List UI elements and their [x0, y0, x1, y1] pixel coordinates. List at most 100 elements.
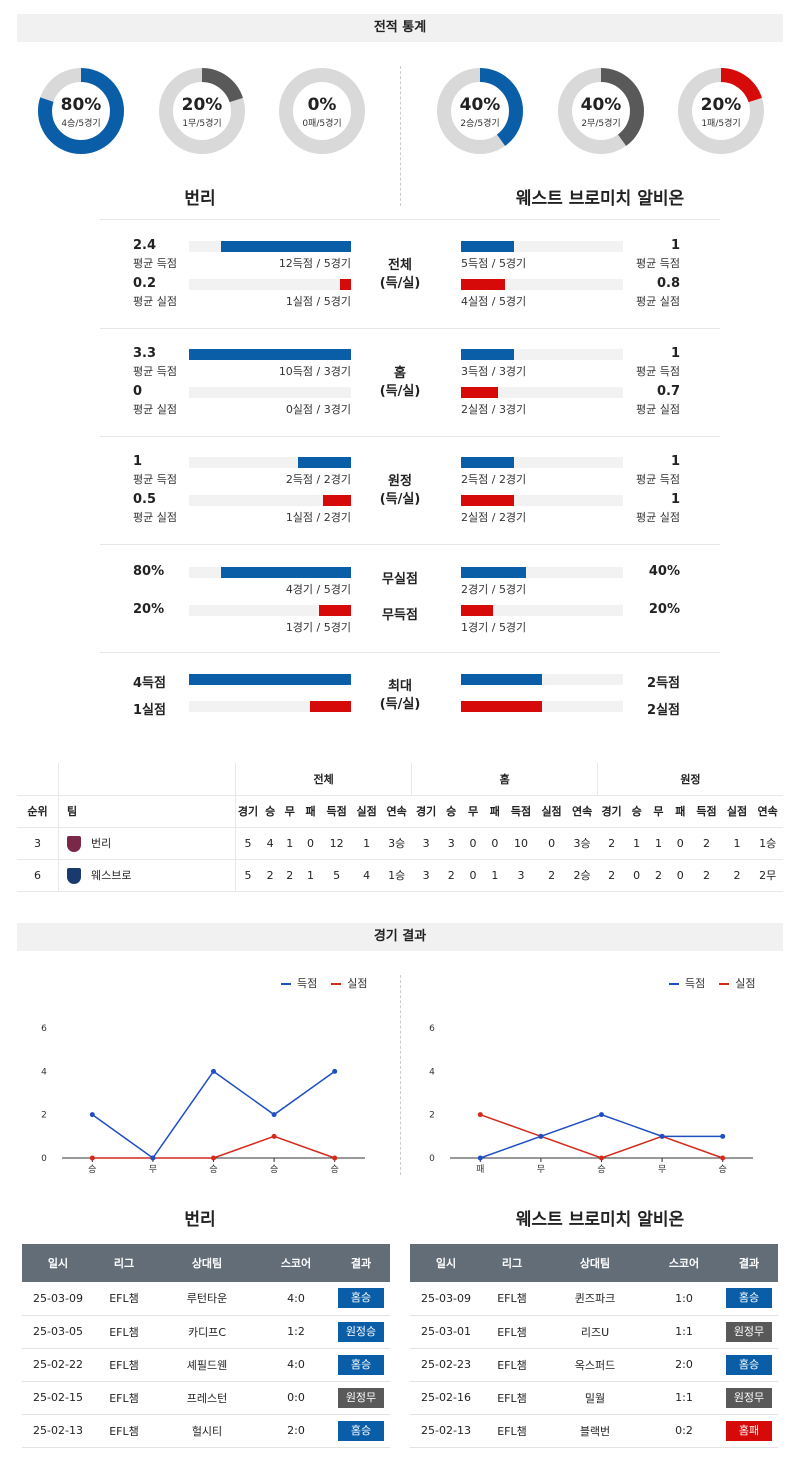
donut-chart: 80% 4승/5경기 — [37, 67, 125, 155]
data-point — [89, 1155, 95, 1161]
right-stat-label: 평균 득점 — [636, 257, 680, 270]
result-opp: 카디프C — [154, 1315, 260, 1349]
result-badge: 원정무 — [338, 1387, 384, 1408]
bar-track — [189, 605, 351, 616]
result-league: EFL챔 — [94, 1381, 154, 1415]
donut-fill — [558, 68, 644, 154]
scored-bar — [461, 674, 542, 685]
result-badge: 홈승 — [338, 1420, 384, 1441]
burnley-logo-icon — [66, 835, 81, 852]
conceded-bar — [340, 279, 351, 290]
result-row: 25-02-15 EFL챔 프레스턴 0:0 원정무 — [22, 1381, 390, 1415]
x-tick-label: 승 — [597, 1164, 605, 1175]
right-stat-value: 1 — [670, 454, 680, 469]
legend-conceded-label: 실점 — [347, 977, 368, 990]
team-name[interactable]: 웨스브로 — [90, 868, 132, 882]
standings-row: 6 웨스브로 5 2 2 1 5 4 1승 3 2 0 1 3 2 2승 2 0 2 0 2 2 2무 — [17, 859, 783, 892]
scored-bar — [461, 349, 514, 360]
conceded-bar — [319, 605, 351, 616]
data-point — [332, 1068, 338, 1074]
standings-cell: 1 — [647, 827, 670, 860]
result-score: 1:0 — [648, 1282, 720, 1316]
y-tick-label: 0 — [429, 1154, 435, 1164]
result-badge: 홈승 — [726, 1354, 772, 1375]
standings-col-header: 실점 — [721, 795, 753, 828]
left-stat-caption: 2득점 / 2경기 — [285, 473, 351, 486]
result-opp: 블랙번 — [542, 1414, 648, 1448]
standings-cell: 2 — [691, 827, 722, 860]
conceded-bar — [461, 605, 493, 616]
standings-cell: 1 — [279, 827, 300, 860]
right-clean-caption: 1경기 / 5경기 — [461, 621, 527, 634]
bar-track — [461, 457, 623, 468]
standings-cell: 2 — [440, 859, 463, 892]
result-cell: 원정무 — [720, 1315, 778, 1349]
away-results-team-name: 웨스트 브로미치 알비온 — [515, 1210, 685, 1230]
home-results-team-name: 번리 — [184, 1210, 216, 1230]
data-point — [150, 1155, 156, 1161]
right-stat-label: 평균 실점 — [636, 295, 680, 308]
x-tick-label: 무 — [658, 1164, 666, 1175]
data-point — [538, 1133, 544, 1139]
left-stat-caption: 12득점 / 5경기 — [278, 257, 351, 270]
right-clean-pct: 20% — [648, 602, 680, 617]
result-row: 25-02-22 EFL챔 셰필드웬 4:0 홈승 — [22, 1348, 390, 1382]
results-col-header: 일시 — [22, 1244, 94, 1282]
result-badge: 홈승 — [338, 1354, 384, 1375]
result-date: 25-03-09 — [22, 1282, 94, 1316]
standings-cell: 2 — [597, 827, 626, 860]
left-stat-value: 0.5 — [133, 492, 157, 507]
team-rank: 6 — [17, 859, 59, 892]
standings-cell: 1 — [721, 827, 753, 860]
result-date: 25-03-09 — [410, 1282, 482, 1316]
result-date: 25-02-22 — [22, 1348, 94, 1382]
legend-scored-label: 득점 — [685, 977, 706, 990]
standings-cell: 2 — [536, 859, 567, 892]
right-stat-value: 1 — [670, 346, 680, 361]
left-stat-caption: 0실점 / 3경기 — [285, 403, 351, 416]
donut-percent: 40% — [580, 95, 622, 115]
clean-sheet-label: 무실점 — [382, 572, 418, 587]
data-point — [720, 1133, 726, 1139]
bar-track — [461, 387, 623, 398]
data-point — [477, 1112, 483, 1118]
data-point — [271, 1133, 277, 1139]
result-score: 4:0 — [260, 1348, 332, 1382]
result-badge: 홈패 — [726, 1420, 772, 1441]
right-stat-caption: 5득점 / 5경기 — [461, 257, 527, 270]
standings-cell: 1 — [299, 859, 322, 892]
series-line — [480, 1113, 723, 1159]
team-cell[interactable]: 번리 — [58, 827, 236, 860]
standings-cell: 12 — [321, 827, 352, 860]
standings-col-header: 연속 — [752, 795, 783, 828]
standings-cell: 0 — [462, 859, 484, 892]
result-league: EFL챔 — [94, 1315, 154, 1349]
result-row: 25-02-23 EFL챔 옥스퍼드 2:0 홈승 — [410, 1348, 778, 1382]
x-tick-label: 패 — [476, 1164, 484, 1175]
stat-category: 전체 (득/실) — [379, 258, 421, 291]
result-row: 25-03-09 EFL챔 루턴타운 4:0 홈승 — [22, 1282, 390, 1316]
team-cell[interactable]: 웨스브로 — [58, 859, 236, 892]
result-score: 0:2 — [648, 1414, 720, 1448]
left-stat-caption: 1실점 / 5경기 — [285, 295, 351, 308]
bar-track — [461, 567, 623, 578]
standings-cell: 3승 — [566, 827, 598, 860]
left-clean-caption: 4경기 / 5경기 — [285, 583, 351, 596]
left-stat-caption: 10득점 / 3경기 — [278, 365, 351, 378]
team-rank: 3 — [17, 827, 59, 860]
results-header-row: 일시 리그 상대팀 스코어 결과 — [22, 1244, 390, 1282]
standings-cell: 0 — [299, 827, 322, 860]
data-point — [211, 1155, 216, 1161]
legend-conceded-label: 실점 — [735, 977, 756, 990]
left-stat-label: 평균 실점 — [133, 295, 177, 308]
results-col-header: 스코어 — [260, 1244, 332, 1282]
section-divider — [100, 652, 720, 653]
result-row: 25-03-09 EFL챔 퀸즈파크 1:0 홈승 — [410, 1282, 778, 1316]
conceded-bar — [461, 495, 514, 506]
team-name[interactable]: 번리 — [90, 836, 112, 850]
west-brom-logo-icon — [66, 867, 81, 884]
standings-col-header: 경기 — [411, 795, 441, 828]
donut-chart: 40% 2무/5경기 — [557, 67, 645, 155]
conceded-bar — [461, 279, 505, 290]
y-tick-label: 4 — [429, 1067, 435, 1077]
